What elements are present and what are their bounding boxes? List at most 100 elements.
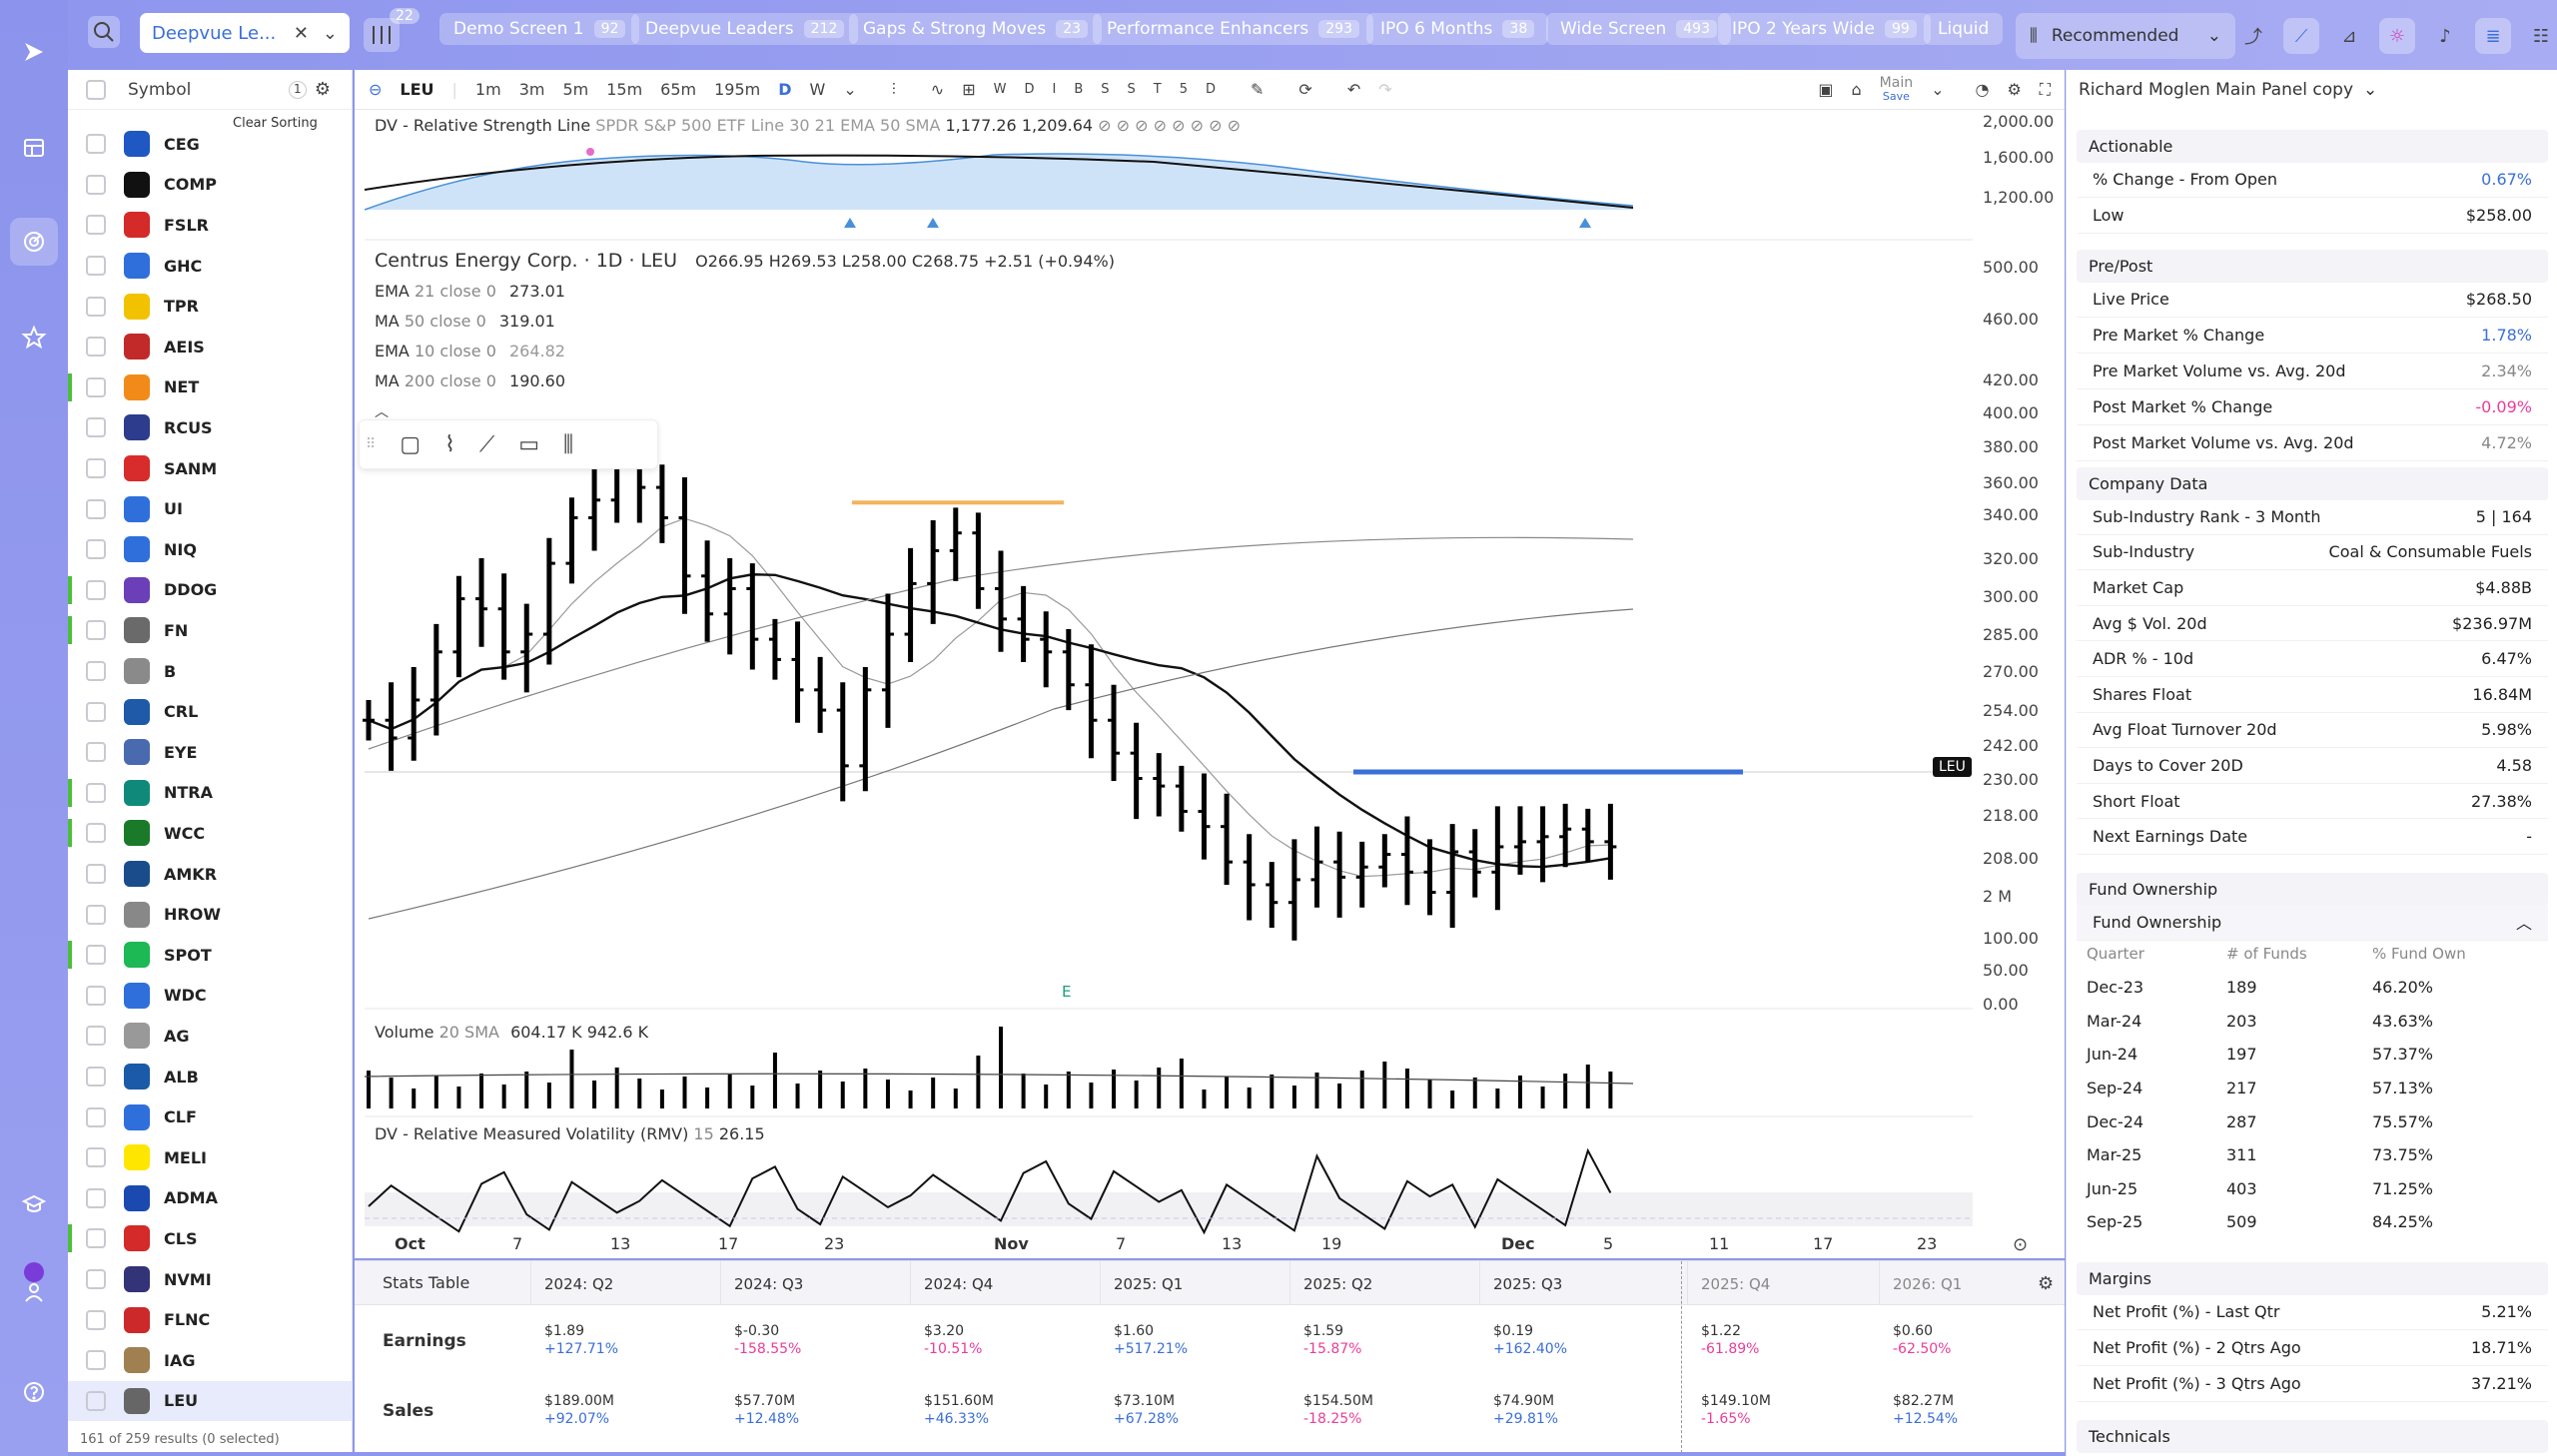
row-checkbox[interactable] [86,1228,106,1249]
collapse-legend-icon[interactable]: ︿ [375,404,389,420]
pencil-icon[interactable]: ✎ [1251,80,1265,99]
screenshot-icon[interactable]: ▣ [1818,80,1834,99]
watchlist-row[interactable]: FLNC [68,1299,353,1340]
watchlist-row[interactable]: TPR [68,286,353,327]
chevron-down-icon[interactable]: ⌄ [843,80,857,99]
user-icon[interactable] [10,1268,58,1316]
interval-daily[interactable]: D [778,80,792,99]
chart-area[interactable]: DV - Relative Strength Line SPDR S&P 500… [355,110,2065,1258]
row-checkbox[interactable] [86,337,106,358]
tab-demo-screen[interactable]: Demo Screen 1 92 [439,13,640,45]
range-t[interactable]: T [1153,82,1162,97]
symbol-column-header[interactable]: Symbol [128,79,192,100]
row-checkbox[interactable] [86,498,106,519]
watchlist-row[interactable]: NIQ [68,529,353,570]
drag-handle-icon[interactable]: ⠿ [366,436,377,452]
clear-sorting-link[interactable]: Clear Sorting [233,116,318,131]
row-checkbox[interactable] [86,945,106,966]
watchlist-row[interactable]: UI [68,488,353,529]
row-checkbox[interactable] [86,782,106,803]
settings-icon[interactable]: ⊙ [2013,1234,2029,1255]
watchlist-row[interactable]: MELI [68,1137,353,1178]
panel-section-header[interactable]: Pre/Post [2077,250,2548,283]
row-checkbox[interactable] [86,864,106,885]
row-checkbox[interactable] [86,985,106,1006]
tab-deepvue-leaders[interactable]: Deepvue Leaders 212 [631,13,859,45]
chevron-down-icon[interactable]: ⌄ [322,22,338,44]
watchlist-row[interactable]: FSLR [68,205,353,246]
row-checkbox[interactable] [86,134,106,155]
range-d[interactable]: D [1024,82,1035,97]
panel-section-header[interactable]: Company Data [2077,467,2548,500]
watchlist-row[interactable]: CLF [68,1096,353,1137]
row-checkbox[interactable] [86,1309,106,1330]
list-view-icon[interactable]: ≣ [2475,18,2511,54]
row-checkbox[interactable] [86,296,106,317]
watchlist-row[interactable]: IAG [68,1340,353,1381]
watchlist-row[interactable]: WCC [68,813,353,854]
layout-save[interactable]: Main Save [1879,74,1914,103]
range-s2[interactable]: S [1127,82,1136,97]
watchlist-row[interactable]: AG [68,1016,353,1057]
theme-icon[interactable]: ☼ [2379,18,2415,54]
row-checkbox[interactable] [86,215,106,236]
tab-performance-enhancers[interactable]: Performance Enhancers 293 [1093,13,1373,45]
row-checkbox[interactable] [86,1350,106,1371]
interval-195m[interactable]: 195m [714,80,761,99]
star-icon[interactable] [10,314,58,362]
undo-icon[interactable]: ↶ [1346,80,1361,99]
interval-1m[interactable]: 1m [474,80,501,99]
row-checkbox[interactable] [86,174,106,195]
range-s1[interactable]: S [1101,82,1110,97]
search-icon[interactable] [88,16,120,48]
interval-15m[interactable]: 15m [606,80,643,99]
watchlist-row[interactable]: NET [68,367,353,408]
row-checkbox[interactable] [86,579,106,600]
row-checkbox[interactable] [86,620,106,641]
interval-3m[interactable]: 3m [518,80,545,99]
watchlist-row[interactable]: SANM [68,448,353,489]
brush-tool-icon[interactable]: ⌇ [444,431,455,457]
row-checkbox[interactable] [86,904,106,925]
tab-gaps-strong-moves[interactable]: Gaps & Strong Moves 23 [849,13,1103,45]
range-i[interactable]: I [1052,82,1057,97]
folder-icon[interactable]: ⌂ [1851,80,1862,99]
zoom-icon[interactable]: ◔ [1975,80,1990,99]
indicator-ema10[interactable]: EMA 10 close 0 264.82 [375,342,565,361]
sort-dropdown[interactable]: ⫼ Recommended ⌄ [2016,13,2235,59]
watchlist-row[interactable]: DDOG [68,570,353,611]
watchlist-row[interactable]: ADMA [68,1178,353,1219]
panel-section-header[interactable]: Actionable [2077,130,2548,163]
indicator-ma50[interactable]: MA 50 close 0 319.01 [375,312,555,331]
row-checkbox[interactable] [86,1187,106,1208]
symbol-input[interactable]: LEU [400,80,434,99]
line-chart-icon[interactable]: ⟋ [2283,18,2319,54]
row-checkbox[interactable] [86,742,106,763]
help-icon[interactable] [10,1368,58,1416]
chart-canvas[interactable] [355,110,2065,1258]
fund-ownership-toggle[interactable]: Fund Ownership ︿ [2077,905,2548,941]
gear-icon[interactable]: ⚙ [314,79,331,100]
range-b[interactable]: B [1074,82,1084,97]
watchlist-row[interactable]: EYE [68,732,353,773]
earnings-marker[interactable]: E [1062,983,1072,1001]
bar-pattern-tool-icon[interactable]: ⫼ [563,431,574,457]
row-checkbox[interactable] [86,458,106,479]
watchlist-row[interactable]: NVMI [68,1259,353,1300]
watchlist-row[interactable]: LEU [68,1380,353,1422]
range-5[interactable]: 5 [1179,82,1188,97]
watchlist-row[interactable]: AMKR [68,854,353,895]
watchlist-row[interactable]: AEIS [68,327,353,367]
watchlist-row[interactable]: CEG [68,124,353,165]
redo-icon[interactable]: ↷ [1378,80,1392,99]
row-checkbox[interactable] [86,1390,106,1411]
interval-weekly[interactable]: W [809,80,826,99]
watchlist-row[interactable]: NTRA [68,773,353,814]
comment-tool-icon[interactable]: ▭ [518,431,540,457]
share-icon[interactable]: ⤴ [2244,27,2262,48]
watchlist-row[interactable]: COMP [68,165,353,206]
fullscreen-icon[interactable]: ⛶ [2039,79,2051,99]
indicator-ma200[interactable]: MA 200 close 0 190.60 [375,371,566,390]
row-checkbox[interactable] [86,1026,106,1047]
tab-ipo-2-years-wide[interactable]: IPO 2 Years Wide 99 [1718,13,1931,45]
